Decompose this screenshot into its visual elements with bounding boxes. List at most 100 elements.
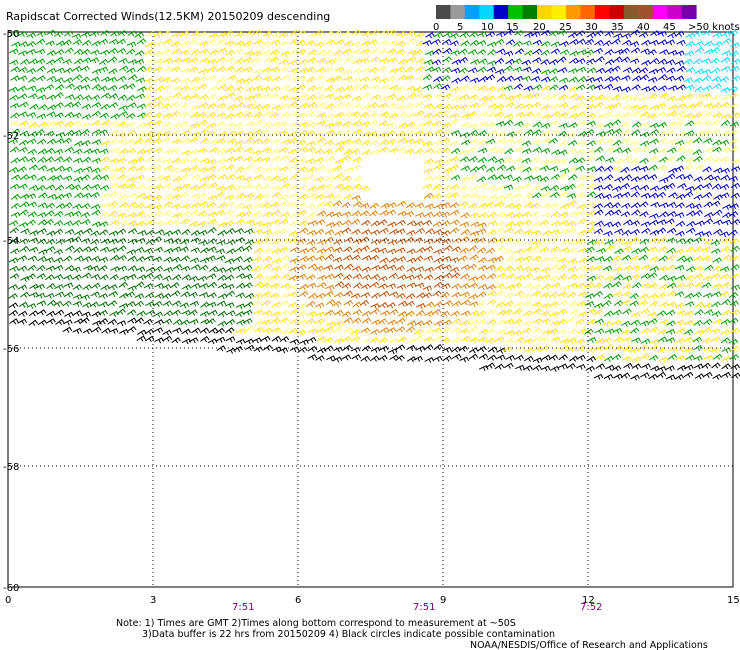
wind-barb — [305, 111, 316, 118]
wind-barb — [225, 327, 235, 334]
wind-barb — [576, 66, 587, 73]
wind-barb — [433, 111, 443, 118]
wind-barb — [550, 220, 561, 227]
wind-barb — [379, 227, 389, 234]
wind-barb — [334, 146, 345, 153]
wind-barb — [332, 326, 343, 333]
wind-barb — [18, 41, 29, 48]
wind-barb — [422, 292, 433, 299]
wind-barb — [512, 66, 523, 73]
wind-barb — [80, 211, 91, 218]
wind-barb — [613, 300, 624, 307]
wind-barb — [190, 282, 201, 289]
wind-barb — [469, 254, 479, 261]
wind-barb — [179, 173, 190, 180]
wind-barb — [432, 308, 442, 315]
wind-barb — [450, 174, 461, 181]
wind-barb — [593, 47, 604, 54]
wind-barb — [377, 48, 388, 55]
wind-barb — [315, 219, 326, 226]
wind-barb — [567, 266, 578, 273]
wind-barb — [684, 139, 694, 146]
wind-barb — [64, 111, 75, 118]
wind-barb — [361, 266, 371, 273]
wind-barb — [332, 30, 343, 37]
wind-barb — [665, 337, 676, 344]
wind-barb — [190, 49, 200, 56]
wind-barb — [386, 93, 397, 100]
wind-barb — [253, 156, 264, 163]
wind-barb — [443, 300, 453, 307]
wind-barb — [368, 102, 379, 109]
wind-barb — [180, 255, 190, 262]
wind-barb — [108, 68, 118, 75]
wind-barb — [656, 292, 667, 299]
wind-barb — [559, 167, 570, 174]
wind-barb — [458, 56, 469, 63]
wind-barb — [206, 273, 217, 280]
wind-barb — [638, 96, 649, 102]
wind-barb — [98, 264, 108, 272]
map-title: Rapidscat Corrected Winds(12.5KM) 201502… — [6, 10, 330, 23]
wind-barb — [288, 275, 299, 282]
wind-barb — [550, 48, 561, 55]
wind-barb — [324, 30, 334, 37]
wind-barb — [576, 120, 587, 127]
wind-barb — [152, 51, 163, 58]
wind-barb — [470, 185, 480, 192]
wind-barb — [452, 237, 462, 244]
wind-barb — [153, 131, 163, 138]
wind-barb — [80, 31, 91, 38]
wind-barb — [440, 230, 451, 237]
wind-barb — [432, 120, 442, 127]
wind-barb — [432, 48, 442, 55]
wind-barb — [550, 347, 561, 354]
wind-barb — [143, 94, 154, 101]
wind-barb — [567, 273, 578, 280]
wind-barb — [504, 148, 514, 155]
wind-barb — [548, 256, 559, 263]
wind-barb — [467, 111, 478, 118]
wind-barb — [450, 67, 461, 74]
wind-barb — [497, 138, 507, 145]
wind-barb — [143, 194, 154, 201]
wind-barb — [568, 282, 578, 289]
wind-barb — [209, 146, 219, 153]
wind-barb — [198, 102, 209, 109]
wind-barb — [235, 282, 246, 289]
wind-barb — [442, 47, 453, 54]
wind-barb — [432, 221, 443, 228]
wind-barb — [271, 265, 282, 272]
wind-barb — [557, 318, 567, 325]
wind-barb — [404, 66, 414, 73]
wind-barb — [622, 283, 632, 290]
wind-barb — [46, 318, 56, 325]
wind-barb — [703, 102, 714, 109]
wind-barb — [460, 122, 470, 129]
wind-barb — [162, 183, 173, 190]
wind-barb — [495, 174, 505, 181]
wind-barb — [243, 282, 253, 289]
wind-barb — [279, 336, 290, 343]
wind-barb — [108, 247, 119, 254]
wind-barb — [17, 166, 27, 173]
wind-barb — [476, 291, 487, 298]
wind-barb — [413, 138, 424, 145]
wind-barb — [324, 66, 334, 73]
wind-barb — [287, 131, 298, 138]
wind-barb — [622, 336, 633, 343]
wind-barb — [425, 228, 435, 235]
wind-barb — [594, 209, 604, 216]
wind-barb — [198, 119, 208, 126]
wind-barb — [235, 211, 246, 218]
wind-barb — [361, 229, 371, 236]
wind-barb — [659, 319, 669, 326]
wind-barb — [269, 66, 280, 73]
wind-barb — [235, 175, 245, 181]
wind-barb — [468, 123, 479, 130]
wind-barb — [278, 147, 289, 154]
wind-barb — [89, 57, 100, 64]
wind-barb — [289, 346, 300, 353]
wind-barb — [647, 76, 658, 83]
wind-barb — [162, 329, 172, 336]
